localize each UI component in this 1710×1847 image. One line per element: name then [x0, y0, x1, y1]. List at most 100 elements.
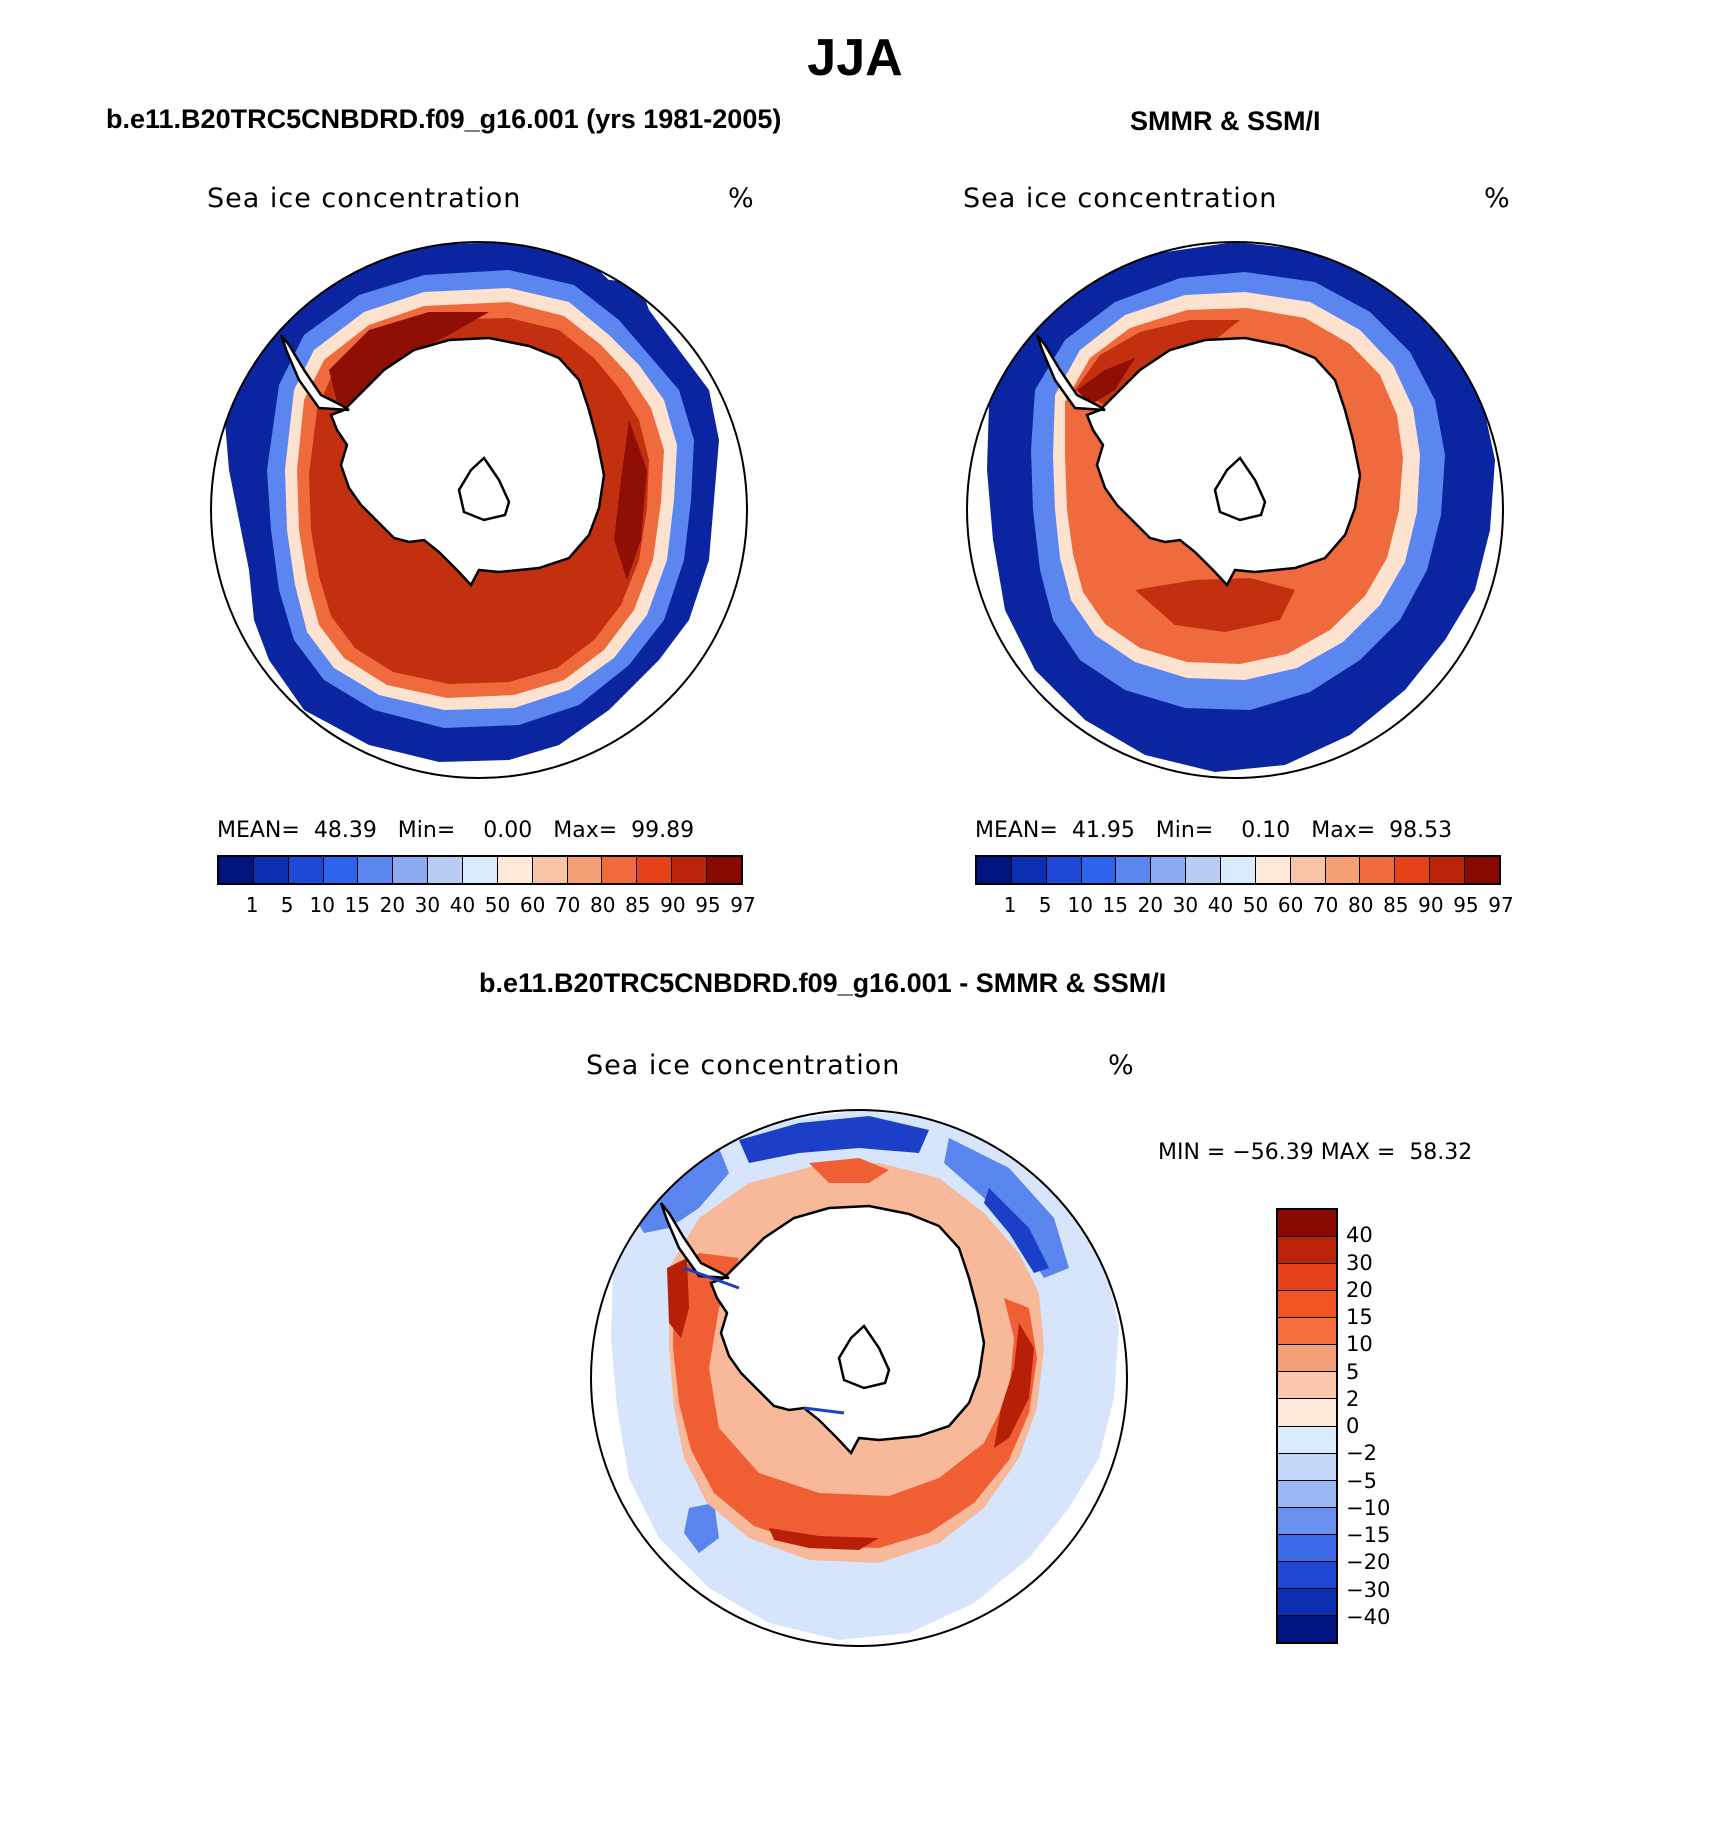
model-colorbar-swatch [497, 857, 533, 883]
diff-colorbar-swatch [1278, 1291, 1336, 1319]
diff-weddell-shelf-edge [683, 1266, 740, 1290]
model-colorbar [217, 855, 743, 885]
obs-max-value: 98.53 [1389, 818, 1453, 843]
diff-colorbar-tick-label: −2 [1346, 1441, 1377, 1466]
model-colorbar-tick-label: 60 [519, 893, 546, 917]
diff-pos-cluster-north [809, 1158, 889, 1183]
obs-colorbar-swatch [977, 857, 1012, 883]
obs-colorbar-swatch [1465, 857, 1499, 883]
diff-colorbar-swatch [1278, 1264, 1336, 1292]
model-colorbar-tick-label: 40 [449, 893, 476, 917]
model-panel-header: b.e11.B20TRC5CNBDRD.f09_g16.001 (yrs 198… [106, 104, 782, 134]
obs-antarctic-peninsula [1035, 334, 1106, 412]
diff-ross-ice-shelf [837, 1324, 891, 1390]
obs-max-label: Max= [1311, 818, 1376, 843]
diff-panel-header: b.e11.B20TRC5CNBDRD.f09_g16.001 - SMMR &… [479, 968, 1167, 998]
obs-colorbar [975, 855, 1501, 885]
model-units-label: % [728, 183, 755, 214]
diff-colorbar-tick-label: −10 [1346, 1495, 1391, 1520]
diff-colorbar-tick-label: 30 [1346, 1250, 1373, 1275]
model-antarctica-land [329, 336, 606, 588]
diff-pos-strong-ross [769, 1528, 879, 1550]
obs-colorbar-tick-label: 5 [1038, 893, 1052, 917]
model-map-border [210, 241, 748, 779]
model-colorbar-tick-label: 70 [554, 893, 581, 917]
model-mean-value: 48.39 [313, 818, 377, 843]
diff-ring-pos [673, 1253, 1037, 1548]
obs-colorbar-swatch [1116, 857, 1152, 883]
diff-colorbar-swatch [1278, 1237, 1336, 1265]
diff-variable-label: Sea ice concentration [586, 1050, 901, 1081]
obs-ice-core-ross [1135, 578, 1295, 632]
diff-colorbar-tick-label: 10 [1346, 1332, 1373, 1357]
diff-colorbar-swatch [1278, 1561, 1336, 1589]
obs-min-label: Min= [1155, 818, 1214, 843]
model-colorbar-swatch [567, 857, 603, 883]
obs-colorbar-tick-label: 85 [1383, 893, 1409, 917]
diff-stats: MIN = −56.39 MAX = 58.32 [1158, 1140, 1472, 1165]
diff-colorbar-swatch [1278, 1507, 1336, 1535]
diff-colorbar-swatch [1278, 1399, 1336, 1427]
diff-colorbar-tick-label: 20 [1346, 1277, 1373, 1302]
diff-colorbar-swatch [1278, 1318, 1336, 1346]
diff-pos-strong-peninsula [667, 1258, 689, 1338]
obs-colorbar-swatch [1290, 857, 1326, 883]
diff-colorbar-swatch [1278, 1372, 1336, 1400]
diff-colorbar-swatch [1278, 1588, 1336, 1616]
diff-colorbar-tick-label: 2 [1346, 1386, 1360, 1411]
diff-colorbar-tick-label: 5 [1346, 1359, 1360, 1384]
model-colorbar-tick-label: 10 [309, 893, 335, 917]
obs-stats: MEAN= 41.95 Min= 0.10 Max= 98.53 [975, 818, 1452, 843]
model-concentration-field [211, 242, 747, 778]
diff-colorbar-tick-label: −5 [1346, 1468, 1377, 1493]
model-colorbar-tick-label: 30 [414, 893, 441, 917]
diff-colorbar-tick-label: 15 [1346, 1305, 1373, 1329]
model-colorbar-tick-label: 5 [280, 893, 294, 917]
diff-colorbar-tick-label: −20 [1346, 1550, 1391, 1575]
obs-ross-ice-shelf [1213, 456, 1267, 522]
model-colorbar-swatch [358, 857, 394, 883]
model-colorbar-tick-label: 20 [379, 893, 406, 917]
obs-colorbar-tick-label: 70 [1312, 893, 1339, 917]
diff-neg-patch-south [684, 1503, 719, 1553]
obs-panel-header: SMMR & SSM/I [1130, 106, 1321, 136]
diff-neg-patch-west [629, 1148, 729, 1233]
model-max-value: 99.89 [631, 818, 695, 843]
figure-title: JJA [807, 29, 903, 87]
obs-colorbar-tick-label: 80 [1348, 893, 1374, 917]
diff-colorbar-swatch [1278, 1615, 1336, 1642]
obs-variable-label: Sea ice concentration [963, 183, 1278, 214]
model-stats: MEAN= 48.39 Min= 0.00 Max= 99.89 [217, 818, 694, 843]
diff-colorbar-tick-label: 40 [1346, 1223, 1373, 1248]
model-colorbar-swatch [288, 857, 324, 883]
obs-colorbar-tick-label: 50 [1242, 893, 1269, 917]
obs-colorbar-swatch [1081, 857, 1117, 883]
model-antarctic-peninsula [279, 334, 350, 412]
diff-antarctica-land [709, 1204, 986, 1456]
diff-colorbar-swatch [1278, 1453, 1336, 1481]
model-colorbar-tick-label: 1 [245, 893, 259, 917]
diff-min-label: MIN = [1158, 1140, 1226, 1165]
obs-colorbar-swatch [1151, 857, 1187, 883]
obs-colorbar-tick-label: 97 [1488, 893, 1514, 917]
model-colorbar-tick-label: 85 [625, 893, 651, 917]
obs-colorbar-swatch [1360, 857, 1396, 883]
model-ice-dark-east [614, 420, 647, 580]
model-colorbar-swatch [428, 857, 464, 883]
model-colorbar-swatch [637, 857, 673, 883]
model-colorbar-tick-label: 15 [344, 893, 370, 917]
obs-colorbar-tick-label: 15 [1102, 893, 1128, 917]
model-colorbar-swatch [707, 857, 741, 883]
obs-concentration-field [967, 242, 1503, 778]
model-colorbar-tick-label: 95 [695, 893, 721, 917]
obs-colorbar-swatch [1046, 857, 1082, 883]
diff-colorbar-tick-label: −40 [1346, 1604, 1391, 1629]
diff-colorbar-ticks: 40 30 20 15 10 5 2 0 −2 −5 −10 −15 −20 −30 −40 [1346, 1208, 1446, 1644]
obs-units-label: % [1484, 183, 1511, 214]
obs-colorbar-tick-label: 30 [1172, 893, 1199, 917]
model-colorbar-tick-label: 97 [730, 893, 756, 917]
obs-colorbar-swatch [1255, 857, 1291, 883]
diff-colorbar-swatch [1278, 1480, 1336, 1508]
model-colorbar-tick-label: 90 [660, 893, 686, 917]
obs-min-value: 0.10 [1241, 818, 1291, 843]
